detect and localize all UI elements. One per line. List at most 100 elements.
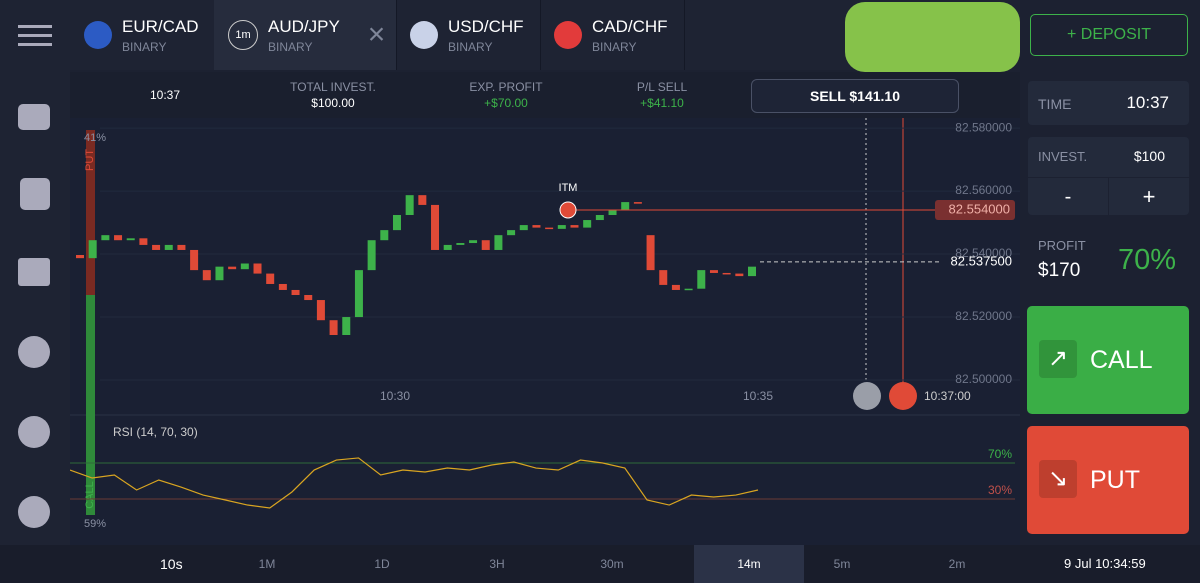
candle	[190, 249, 199, 271]
candle	[443, 244, 452, 250]
candle	[405, 195, 414, 216]
timeframe[interactable]: 1D	[374, 557, 390, 571]
candle	[469, 240, 478, 244]
put-pct: 41%	[84, 132, 106, 144]
candle	[633, 202, 642, 204]
profit: $170	[1038, 260, 1081, 281]
rsi-level-label: 30%	[988, 483, 1012, 497]
flag	[410, 21, 438, 49]
candle	[291, 289, 300, 296]
profit-label: PROFIT	[1038, 238, 1086, 253]
redaction	[845, 2, 1020, 72]
expiry-time: 10:37:00	[924, 389, 971, 403]
menu-icon[interactable]	[18, 25, 52, 28]
history-icon[interactable]	[20, 178, 50, 210]
bottom-bar	[0, 545, 1200, 583]
candle	[177, 244, 186, 250]
kind: BINARY	[268, 39, 313, 54]
label: TIME	[1038, 96, 1072, 112]
pair: EUR/CAD	[122, 16, 199, 36]
candle	[76, 255, 84, 259]
rsi-level-label: 70%	[988, 447, 1012, 461]
candle	[507, 230, 516, 236]
put-text: PUT	[1090, 466, 1140, 494]
tab[interactable]: 1m AUD/JPY BINARY ×	[214, 0, 397, 70]
timeframe[interactable]: 2m	[948, 557, 966, 571]
value: $100	[1133, 148, 1165, 164]
y-tick-label: 82.580000	[955, 120, 1012, 134]
deposit-button[interactable]: + DEPOSIT	[1030, 14, 1188, 56]
portfolio-icon[interactable]	[18, 104, 50, 130]
datetime: 9 Jul 10:34:59	[1064, 556, 1146, 571]
stat-label: TOTAL INVEST.	[290, 80, 376, 94]
candle	[532, 225, 541, 228]
candle	[139, 238, 148, 245]
time-box[interactable]: TIME 10:37	[1028, 81, 1189, 125]
itm-label: ITM	[559, 182, 578, 194]
candle	[215, 266, 224, 281]
timeframe[interactable]: 14m	[694, 545, 804, 583]
candle	[697, 270, 706, 289]
put-bar	[86, 130, 95, 295]
candle	[583, 220, 592, 228]
candle	[557, 225, 566, 229]
candle	[684, 288, 693, 291]
sidebar	[0, 0, 70, 545]
plus-button[interactable]: +	[1109, 177, 1189, 216]
chat-icon[interactable]	[18, 416, 50, 448]
video-icon[interactable]	[18, 336, 50, 368]
candle-interval[interactable]: 10s	[160, 556, 183, 572]
minus-button[interactable]: -	[1028, 177, 1109, 216]
candle	[354, 270, 363, 318]
profit-pct: 70%	[1118, 244, 1177, 276]
invest-box: INVEST. $100 - +	[1028, 137, 1189, 216]
put-label: PUT	[84, 149, 96, 171]
candle	[329, 320, 338, 336]
sell-button[interactable]: SELL $141.10	[751, 79, 959, 113]
news-icon[interactable]	[18, 258, 50, 286]
stat: TOTAL INVEST. $100.00	[273, 80, 393, 110]
candle	[392, 215, 401, 231]
timeframe[interactable]: 30m	[600, 557, 624, 571]
timeframe[interactable]: 5m	[833, 557, 851, 571]
stat-label: P/L SELL	[636, 80, 688, 94]
candle	[367, 240, 376, 271]
candle	[709, 270, 718, 273]
kind: BINARY	[122, 39, 167, 54]
pair: USD/CHF	[448, 16, 524, 36]
call-pct: 59%	[84, 518, 106, 530]
chart-bg	[70, 118, 1020, 545]
candle	[431, 204, 440, 250]
candle	[266, 273, 275, 284]
strike-label: 82.554000	[949, 201, 1010, 216]
label: INVEST.	[1038, 149, 1088, 164]
y-tick-label: 82.500000	[955, 372, 1012, 386]
candle	[722, 272, 731, 275]
stats-time: 10:37	[150, 88, 181, 102]
stat-value: +$41.10	[640, 96, 684, 110]
candle	[152, 244, 161, 250]
rsi-line	[69, 457, 759, 509]
expiry-icon	[889, 382, 917, 410]
candle	[253, 263, 262, 274]
strike-tag	[935, 199, 1015, 220]
flag	[554, 21, 582, 49]
y-tick-label: 82.560000	[955, 183, 1012, 197]
candle	[659, 270, 668, 285]
timeframe[interactable]: 1M	[258, 557, 276, 571]
candle	[456, 243, 465, 245]
candle	[735, 273, 744, 277]
put-button[interactable]: ↘ PUT	[1027, 426, 1189, 534]
close-icon[interactable]: ×	[367, 18, 386, 51]
tab[interactable]: CAD/CHF BINARY	[540, 0, 685, 70]
tab[interactable]: EUR/CAD BINARY	[70, 0, 215, 70]
time-label: 10:30	[380, 389, 410, 403]
timeframe[interactable]: 3H	[489, 557, 505, 571]
tab[interactable]: USD/CHF BINARY	[396, 0, 541, 70]
candle	[608, 209, 617, 216]
support-icon[interactable]	[18, 496, 50, 528]
candle	[481, 240, 490, 250]
candle	[621, 202, 630, 210]
call-button[interactable]: ↗ CALL	[1027, 306, 1189, 414]
kind: BINARY	[448, 39, 493, 54]
